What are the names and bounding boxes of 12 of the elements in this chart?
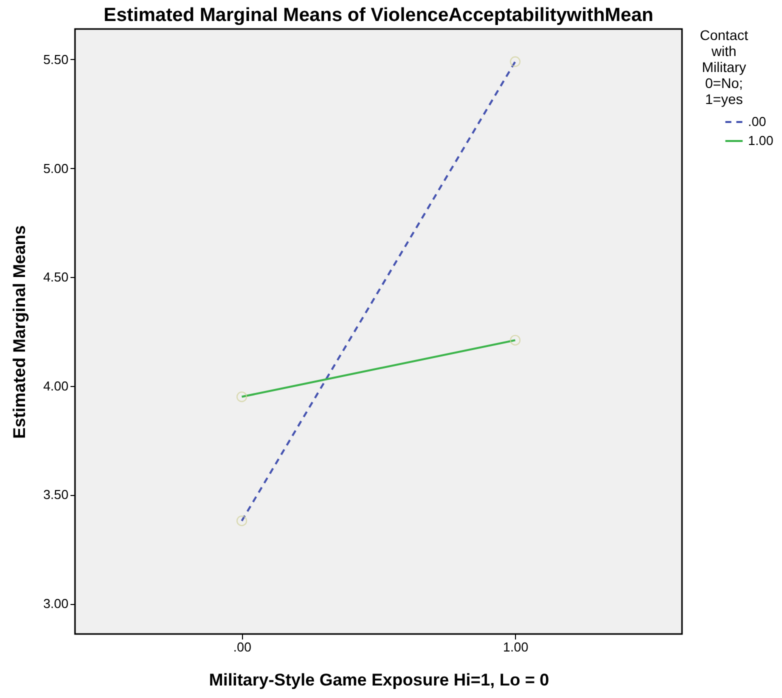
legend-title: Contact with Military 0=No; 1=yes xyxy=(700,27,748,107)
x-axis-title: Military-Style Game Exposure Hi=1, Lo = 0 xyxy=(208,670,550,690)
y-tick-label: 3.50 xyxy=(43,487,68,502)
y-tick-label: 4.50 xyxy=(43,270,68,285)
legend-label: .00 xyxy=(748,114,766,129)
legend-label: 1.00 xyxy=(748,133,774,148)
y-tick-label: 3.00 xyxy=(43,596,68,612)
y-tick-label: 4.00 xyxy=(43,378,68,394)
y-tick-label: 5.50 xyxy=(43,52,68,67)
y-tick-label: 5.00 xyxy=(43,160,68,176)
y-axis-title: Estimated Marginal Means xyxy=(10,225,30,439)
chart-title: Estimated Marginal Means of ViolenceAcceptabilitywithMean xyxy=(104,5,654,26)
